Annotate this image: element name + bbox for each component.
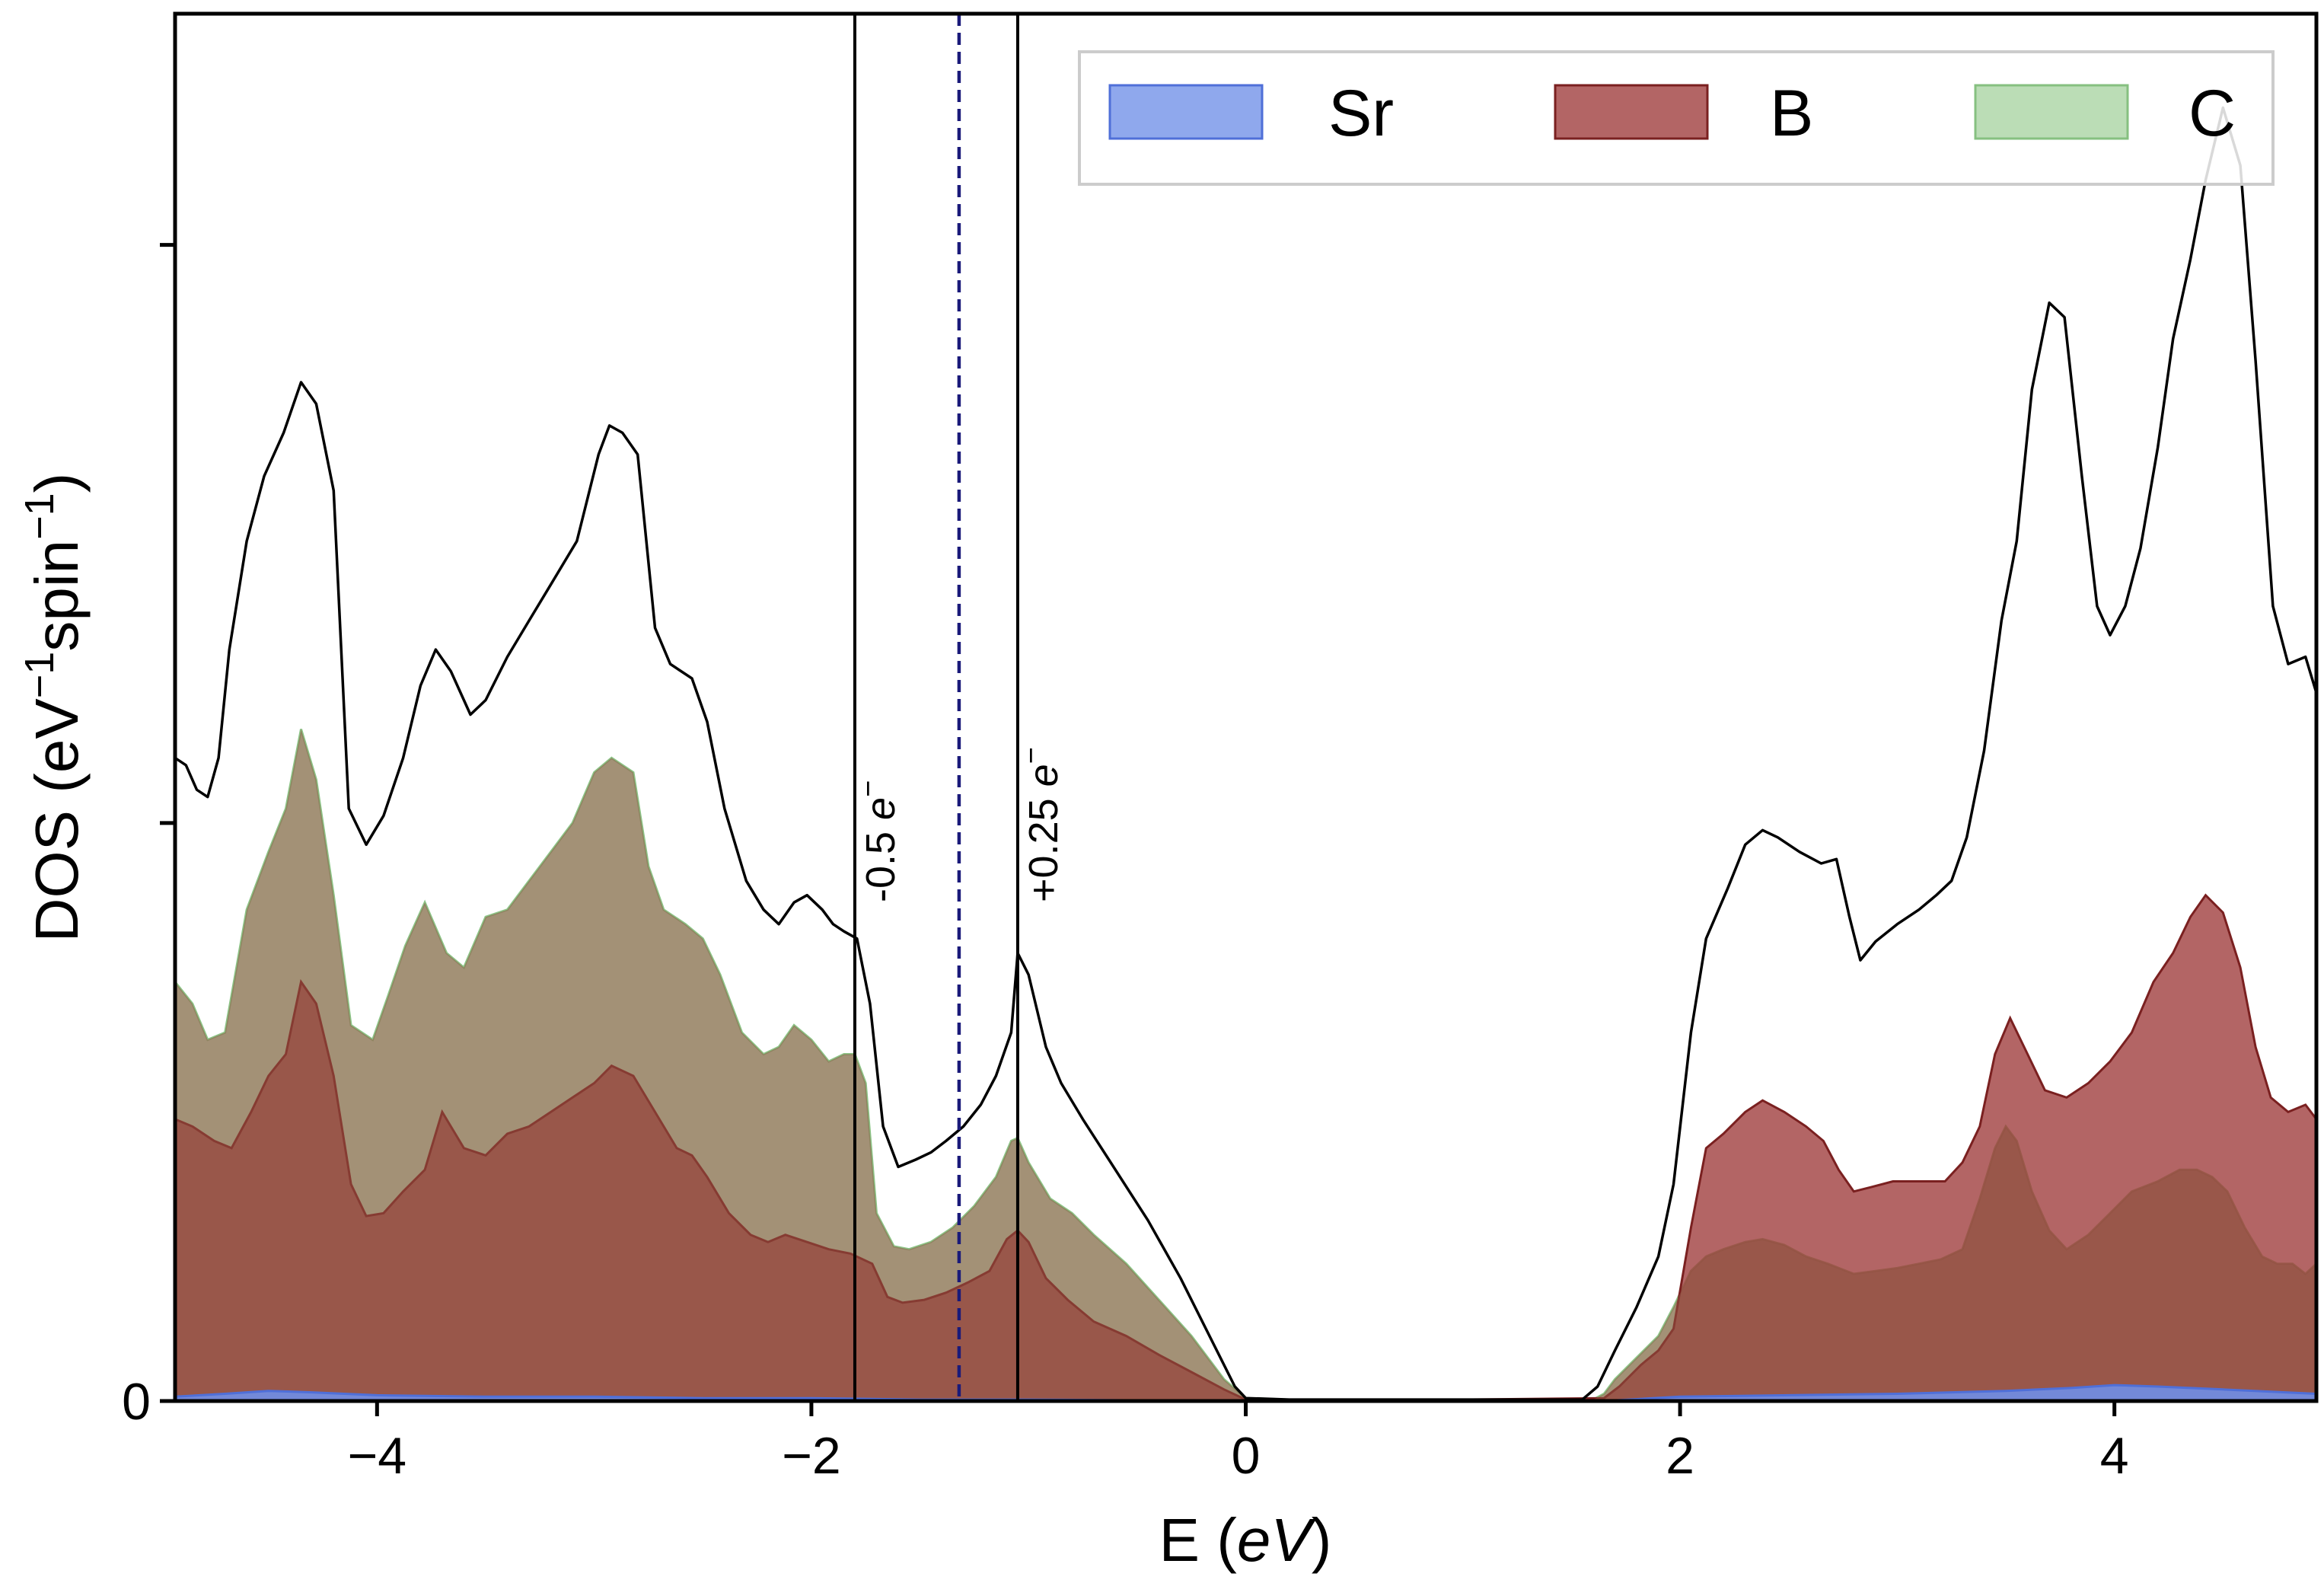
x-tick-label: 4	[2100, 1427, 2129, 1485]
plot-area	[175, 106, 2316, 1401]
annotations: -0.5 e− +0.25 e−	[853, 747, 1066, 902]
series-line-total	[175, 106, 2316, 1401]
series-area-c-overlap	[175, 729, 2316, 1401]
legend-label-c: C	[2189, 77, 2236, 150]
x-tick-label: 2	[1666, 1427, 1694, 1485]
x-tick-label: 0	[1232, 1427, 1261, 1485]
y-tick-label: 0	[122, 1373, 151, 1431]
legend-label-sr: Sr	[1328, 77, 1394, 150]
legend-label-b: B	[1770, 77, 1813, 150]
annotation-label-1: -0.5 e−	[853, 780, 904, 902]
axes: −4 −2 0 2 4 0	[122, 243, 2129, 1485]
legend: Sr B C	[1078, 50, 2275, 186]
annotation-label-2: +0.25 e−	[1015, 747, 1066, 902]
x-tick-label: −2	[782, 1427, 841, 1485]
series-area-sr	[175, 1384, 2316, 1401]
x-tick-label: −4	[348, 1427, 407, 1485]
legend-swatch-b	[1554, 84, 1709, 140]
legend-swatch-sr	[1108, 84, 1264, 140]
y-axis-title: DOS (eV−1spin−1)	[17, 473, 91, 943]
legend-swatch-c	[1974, 84, 2129, 140]
reference-lines	[853, 14, 1019, 1401]
x-axis-title: E (eV)	[1159, 1506, 1332, 1574]
